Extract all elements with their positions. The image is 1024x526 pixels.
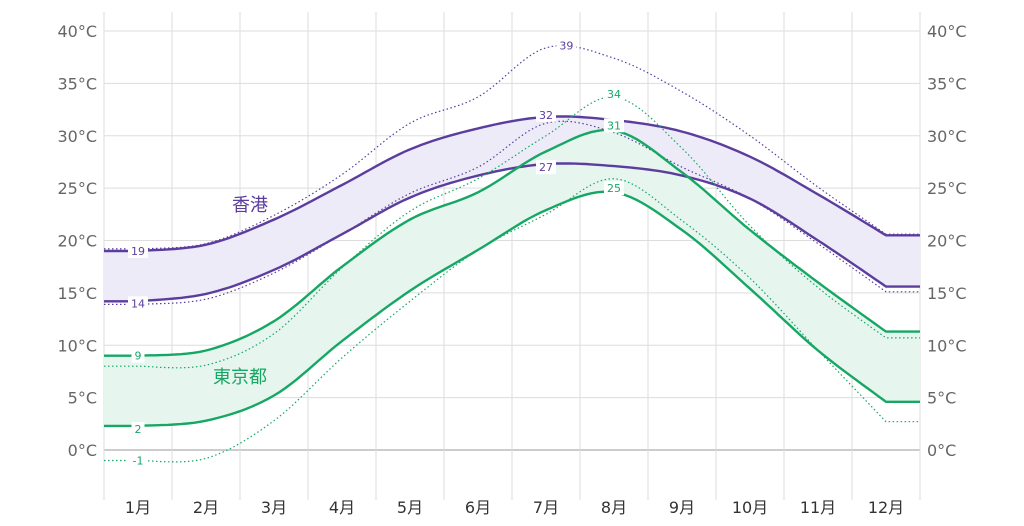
bands <box>104 116 920 426</box>
y-tick-label-right: 10°C <box>927 336 967 355</box>
y-tick-label-left: 25°C <box>57 179 97 198</box>
y-tick-label-left: 0°C <box>68 441 97 460</box>
series-lines <box>104 44 920 463</box>
x-tick-label: 9月 <box>669 498 695 517</box>
record-high-line-hongkong <box>104 44 920 250</box>
record-low-line-tokyo <box>104 178 920 463</box>
data-label-bg <box>536 160 556 175</box>
series-name-hongkong: 香港 <box>232 195 268 216</box>
normal-low-line-hongkong <box>104 162 920 303</box>
y-tick-label-left: 15°C <box>57 284 97 303</box>
data-label: 2 <box>135 423 142 436</box>
data-label: 14 <box>131 297 145 310</box>
normal-low-line-tokyo <box>104 190 920 428</box>
record-high-line-tokyo <box>104 96 920 369</box>
data-label: -1 <box>133 454 144 467</box>
data-label: 27 <box>539 161 553 174</box>
data-label-bg <box>604 118 624 133</box>
band-hongkong <box>104 116 920 302</box>
data-label: 9 <box>135 350 142 363</box>
y-tick-label-right: 25°C <box>927 179 967 198</box>
x-tick-label: 12月 <box>868 498 904 517</box>
data-label-bg <box>604 181 624 196</box>
data-label: 32 <box>539 109 553 122</box>
x-tick-label: 6月 <box>465 498 491 517</box>
x-tick-label: 3月 <box>261 498 287 517</box>
y-tick-label-left: 30°C <box>57 127 97 146</box>
x-tick-label: 8月 <box>601 498 627 517</box>
y-tick-label-left: 5°C <box>68 389 97 408</box>
y-tick-label-right: 5°C <box>927 389 956 408</box>
y-tick-label-right: 35°C <box>927 74 967 93</box>
y-tick-label-left: 40°C <box>57 22 97 41</box>
data-label-bg <box>556 38 577 53</box>
x-tick-label: 1月 <box>125 498 151 517</box>
data-label: 31 <box>607 119 621 132</box>
y-tick-label-right: 0°C <box>927 441 956 460</box>
y-tick-label-left: 20°C <box>57 232 97 251</box>
normal-high-line-tokyo <box>104 128 920 357</box>
x-tick-label: 10月 <box>732 498 768 517</box>
y-tick-label-right: 20°C <box>927 232 967 251</box>
x-tick-label: 2月 <box>193 498 219 517</box>
series-name-tokyo: 東京都 <box>213 367 267 388</box>
data-label-bg <box>128 453 148 468</box>
y-tick-label-right: 40°C <box>927 22 967 41</box>
y-tick-label-right: 30°C <box>927 127 967 146</box>
band-tokyo <box>104 130 920 426</box>
data-label: 34 <box>607 88 621 101</box>
y-tick-label-left: 10°C <box>57 336 97 355</box>
x-tick-label: 11月 <box>800 498 836 517</box>
data-label-bg <box>536 107 556 122</box>
data-label-bg <box>131 422 145 437</box>
normal-high-line-hongkong <box>104 115 920 253</box>
data-label-bg <box>131 348 145 363</box>
data-label: 25 <box>607 182 621 195</box>
data-labels: 19 14 32 27 39 9 2 31 25 34 -1 <box>128 38 624 468</box>
x-tick-label: 5月 <box>397 498 423 517</box>
data-label: 39 <box>559 40 573 53</box>
y-tick-label-left: 35°C <box>57 74 97 93</box>
x-tick-label: 4月 <box>329 498 355 517</box>
data-label: 19 <box>131 245 145 258</box>
axes: 0°C 0°C 5°C 5°C 10°C 10°C 15°C 15°C 20°C 20°C 25°C… <box>57 22 966 517</box>
data-label-bg <box>128 243 148 258</box>
data-label-bg <box>128 296 148 311</box>
y-tick-label-right: 15°C <box>927 284 967 303</box>
x-tick-label: 7月 <box>533 498 559 517</box>
data-label-bg <box>604 86 624 101</box>
